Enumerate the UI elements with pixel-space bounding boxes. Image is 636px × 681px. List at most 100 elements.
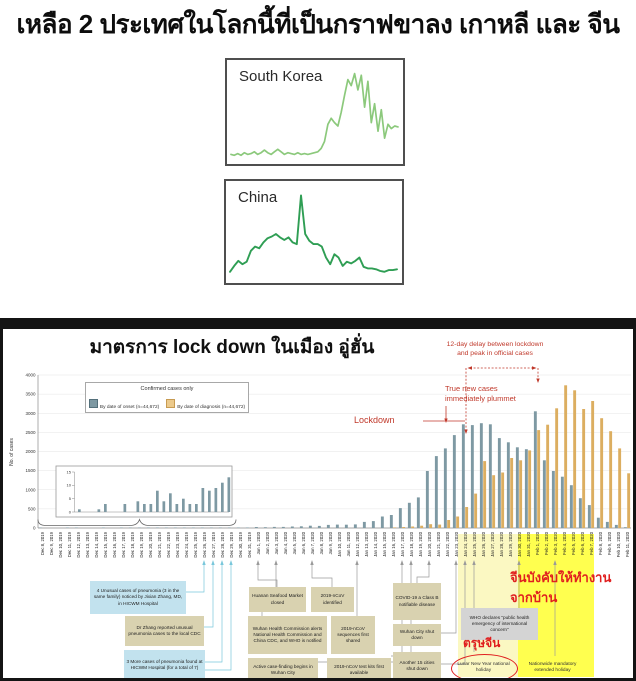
svg-text:Jan 12, 2020: Jan 12, 2020 xyxy=(355,531,360,556)
svg-text:Jan 13, 2020: Jan 13, 2020 xyxy=(364,531,369,556)
onset-swatch xyxy=(88,399,98,409)
diagnosis-swatch xyxy=(166,399,176,409)
svg-text:Dec 18, 2019: Dec 18, 2019 xyxy=(130,531,135,557)
svg-text:Dec 10, 2019: Dec 10, 2019 xyxy=(58,531,63,557)
callout-wuhan-shutdown: Wuhan City shut down xyxy=(393,624,441,646)
svg-text:3000: 3000 xyxy=(25,411,36,416)
svg-text:Jan 25, 2020: Jan 25, 2020 xyxy=(472,531,477,556)
svg-text:Jan 23, 2020: Jan 23, 2020 xyxy=(454,531,459,556)
svg-text:Jan 4, 2020: Jan 4, 2020 xyxy=(283,531,288,554)
svg-text:2000: 2000 xyxy=(25,449,36,454)
callout-test-kits: 2019-nCoV test kits first available xyxy=(327,658,391,681)
svg-text:Dec 28, 2019: Dec 28, 2019 xyxy=(220,531,225,557)
svg-text:Jan 31, 2020: Jan 31, 2020 xyxy=(526,531,531,556)
svg-text:Dec 15, 2019: Dec 15, 2019 xyxy=(103,531,108,557)
svg-text:Dec 29, 2019: Dec 29, 2019 xyxy=(229,531,234,557)
svg-text:15: 15 xyxy=(67,469,72,474)
svg-text:2500: 2500 xyxy=(25,430,36,435)
svg-text:Feb 3, 2020: Feb 3, 2020 xyxy=(553,531,558,555)
svg-text:Jan 15, 2020: Jan 15, 2020 xyxy=(382,531,387,556)
svg-text:Jan 7, 2020: Jan 7, 2020 xyxy=(310,531,315,554)
callout-15-cities: Another 15 cities shut down xyxy=(393,652,441,680)
svg-text:Dec 9, 2019: Dec 9, 2019 xyxy=(49,531,54,555)
svg-text:4000: 4000 xyxy=(25,373,36,378)
svg-text:Dec 25, 2019: Dec 25, 2019 xyxy=(193,531,198,557)
svg-text:Jan 16, 2020: Jan 16, 2020 xyxy=(391,531,396,556)
svg-text:Feb 1, 2020: Feb 1, 2020 xyxy=(535,531,540,555)
svg-text:Jan 9, 2020: Jan 9, 2020 xyxy=(328,531,333,554)
svg-text:Jan 29, 2020: Jan 29, 2020 xyxy=(508,531,513,556)
callout-nationwide-holiday: Nationwide mandatory extended holiday xyxy=(528,661,577,673)
china-line xyxy=(229,194,398,273)
svg-text:Dec 27, 2019: Dec 27, 2019 xyxy=(211,531,216,557)
svg-text:Feb 2, 2020: Feb 2, 2020 xyxy=(544,531,549,555)
svg-text:0: 0 xyxy=(33,526,36,531)
svg-text:No. of cases: No. of cases xyxy=(9,438,15,466)
svg-text:Dec 31, 2019: Dec 31, 2019 xyxy=(247,531,252,557)
svg-text:Jan 17, 2020: Jan 17, 2020 xyxy=(400,531,405,556)
onset-legend-label: By date of onset (n=44,672) xyxy=(99,405,160,410)
svg-text:Feb 4, 2020: Feb 4, 2020 xyxy=(562,531,567,555)
callout-unusual-pneumonia: 4 Unusual cases of pneumonia (3 in the s… xyxy=(90,581,186,614)
page-title: เหลือ 2 ประเทศในโลกนี้ที่เป็นกราฟขาลง เก… xyxy=(16,9,620,39)
svg-text:1000: 1000 xyxy=(25,487,36,492)
svg-text:Jan 26, 2020: Jan 26, 2020 xyxy=(481,531,486,556)
svg-text:Jan 19, 2020: Jan 19, 2020 xyxy=(418,531,423,556)
svg-text:Dec 26, 2019: Dec 26, 2019 xyxy=(202,531,207,557)
svg-text:Jan 11, 2020: Jan 11, 2020 xyxy=(346,531,351,556)
svg-text:Jan 18, 2020: Jan 18, 2020 xyxy=(409,531,414,556)
svg-text:Dec 30, 2019: Dec 30, 2019 xyxy=(238,531,243,557)
callout-case-finding: Active case-finding begins in Wuhan City xyxy=(248,658,318,681)
svg-text:Dec 23, 2019: Dec 23, 2019 xyxy=(175,531,180,557)
china-mini-chart: China xyxy=(224,179,404,285)
svg-text:Jan 22, 2020: Jan 22, 2020 xyxy=(445,531,450,556)
lunar-new-year-circle xyxy=(451,654,518,681)
svg-text:Jan 30, 2020: Jan 30, 2020 xyxy=(517,531,522,556)
callout-sequences-shared: 2019-nCoV sequences first shared xyxy=(331,616,375,654)
svg-text:Feb 9, 2020: Feb 9, 2020 xyxy=(607,531,612,555)
svg-text:Dec 13, 2019: Dec 13, 2019 xyxy=(85,531,90,557)
work-from-home-note: จีนบังคับให้ทำงาน จากบ้าน xyxy=(510,570,612,606)
china-label: China xyxy=(238,189,278,206)
svg-text:Dec 22, 2019: Dec 22, 2019 xyxy=(166,531,171,557)
delay-annotation: 12-day delay between lockdown and peak i… xyxy=(446,341,544,357)
svg-text:Dec 24, 2019: Dec 24, 2019 xyxy=(184,531,189,557)
svg-text:1500: 1500 xyxy=(25,468,36,473)
panel-title: มาตรการ lock down ในเมือง อู่ฮั่น xyxy=(89,337,375,358)
callout-dr-zhang-report: Dr Zhang reported unusual pneumonia case… xyxy=(125,616,204,646)
svg-text:Dec 12, 2019: Dec 12, 2019 xyxy=(76,531,81,557)
extended-holiday-highlight xyxy=(518,534,594,677)
svg-text:Dec 20, 2019: Dec 20, 2019 xyxy=(148,531,153,557)
svg-text:Feb 10, 2020: Feb 10, 2020 xyxy=(616,531,621,557)
svg-text:Dec 8, 2019: Dec 8, 2019 xyxy=(40,531,45,555)
svg-text:Dec 19, 2019: Dec 19, 2019 xyxy=(139,531,144,557)
svg-text:10: 10 xyxy=(67,483,72,488)
svg-text:Jan 27, 2020: Jan 27, 2020 xyxy=(490,531,495,556)
svg-text:Jan 28, 2020: Jan 28, 2020 xyxy=(499,531,504,556)
lockdown-annotation: Lockdown xyxy=(354,415,395,425)
svg-text:500: 500 xyxy=(28,506,36,511)
south-korea-mini-chart: South Korea xyxy=(225,58,405,166)
svg-text:Jan 2, 2020: Jan 2, 2020 xyxy=(265,531,270,554)
svg-text:Dec 21, 2019: Dec 21, 2019 xyxy=(157,531,162,557)
svg-text:3500: 3500 xyxy=(25,392,36,397)
svg-text:Jan 10, 2020: Jan 10, 2020 xyxy=(337,531,342,556)
callout-market-closed: Huanan Seafood Market closed xyxy=(249,587,306,612)
svg-text:Jan 14, 2020: Jan 14, 2020 xyxy=(373,531,378,556)
chinese-new-year-note: ตรุษจีน xyxy=(463,636,501,650)
svg-text:Feb 6, 2020: Feb 6, 2020 xyxy=(580,531,585,555)
svg-text:Jan 5, 2020: Jan 5, 2020 xyxy=(292,531,297,554)
callout-ncov-identified: 2019-nCoV identified xyxy=(311,587,354,612)
svg-text:Jan 6, 2020: Jan 6, 2020 xyxy=(301,531,306,554)
svg-text:Jan 21, 2020: Jan 21, 2020 xyxy=(436,531,441,556)
callout-health-commission-alert: Wuhan Health Commission alerts National … xyxy=(248,616,327,654)
svg-text:Dec 16, 2019: Dec 16, 2019 xyxy=(112,531,117,557)
svg-text:Jan 1, 2020: Jan 1, 2020 xyxy=(256,531,261,554)
callout-more-cases: 3 More cases of pneumonia found at HICWM… xyxy=(124,650,205,680)
svg-text:Feb 8, 2020: Feb 8, 2020 xyxy=(598,531,603,555)
svg-text:Feb 7, 2020: Feb 7, 2020 xyxy=(589,531,594,555)
svg-text:Jan 20, 2020: Jan 20, 2020 xyxy=(427,531,432,556)
svg-text:Jan 3, 2020: Jan 3, 2020 xyxy=(274,531,279,554)
svg-text:Jan 24, 2020: Jan 24, 2020 xyxy=(463,531,468,556)
